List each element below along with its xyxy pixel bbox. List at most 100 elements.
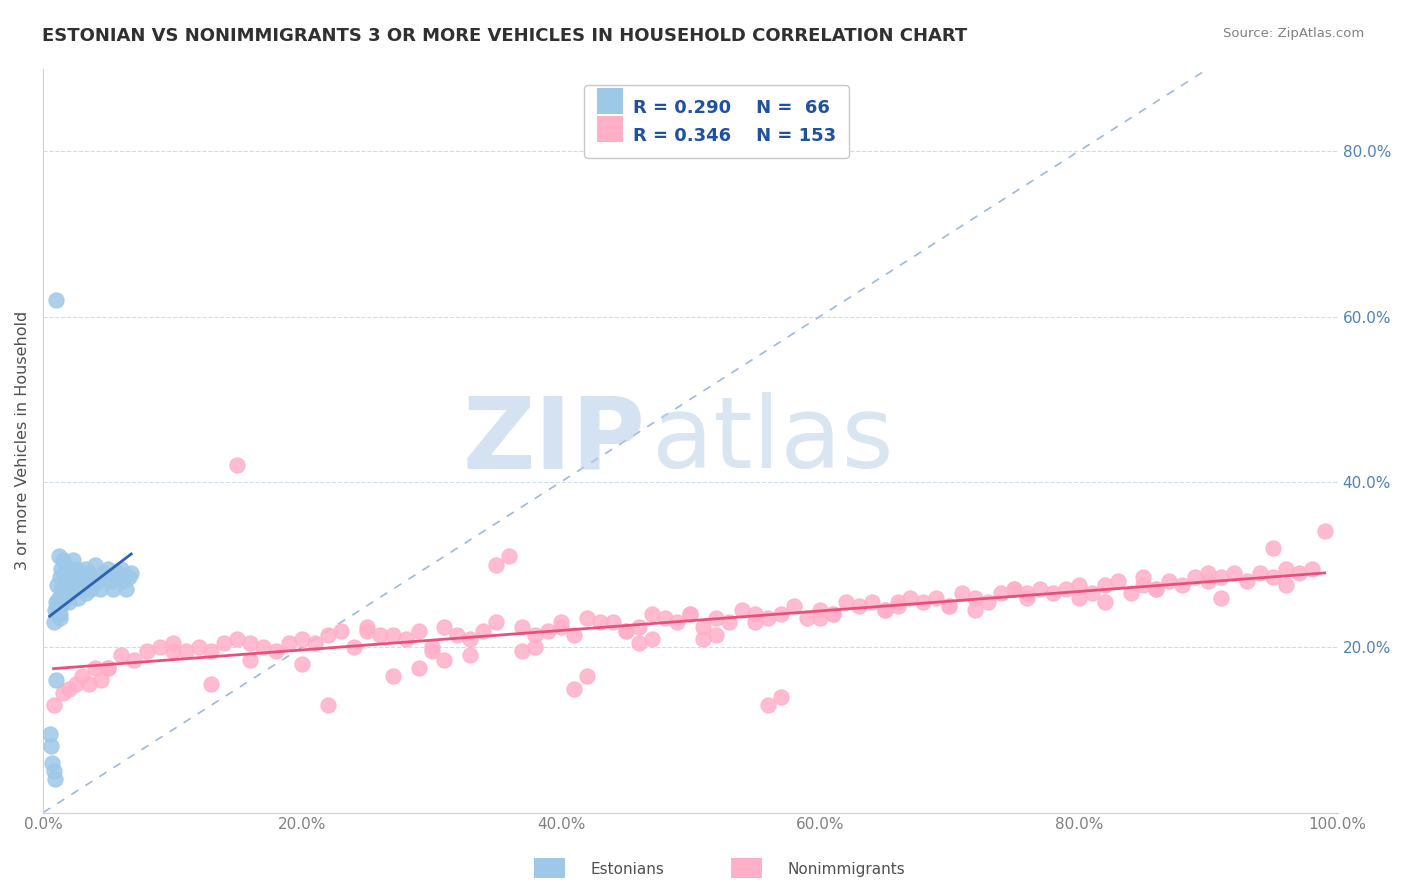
Point [356,619,378,633]
Point [52,595,75,609]
Text: Source: ZipAtlas.com: Source: ZipAtlas.com [1223,27,1364,40]
Point [408,661,430,675]
Point [510,644,533,658]
Point [101,582,124,597]
Point [821,607,844,621]
Point [614,624,637,638]
Point [70,669,93,683]
Point [39,739,62,754]
Point [460,632,482,646]
Point [51,562,73,576]
Point [718,615,741,630]
Point [67,591,90,605]
Point [1080,586,1102,600]
Point [1067,578,1090,592]
Point [796,611,818,625]
Point [42,615,65,630]
Point [162,644,184,658]
Point [420,644,443,658]
Point [52,553,75,567]
Point [1249,566,1271,580]
Point [575,611,598,625]
Point [808,603,831,617]
Point [94,570,117,584]
Point [45,293,67,307]
Point [252,640,274,655]
Point [59,586,82,600]
Point [769,607,792,621]
Point [107,566,129,580]
Point [84,558,107,572]
Point [692,632,714,646]
Point [89,582,111,597]
Point [950,586,973,600]
Point [53,558,76,572]
Point [48,549,70,564]
Point [70,570,93,584]
Point [76,574,98,588]
Point [44,772,66,787]
Point [1313,524,1336,539]
Point [1211,591,1233,605]
Point [640,607,662,621]
Point [316,698,339,712]
Point [1132,578,1154,592]
Point [381,628,404,642]
Point [602,615,624,630]
Point [1015,591,1038,605]
Point [1288,566,1310,580]
Point [52,566,75,580]
Point [433,619,456,633]
Point [368,628,391,642]
Point [69,578,91,592]
Text: ZIP: ZIP [463,392,645,489]
Point [485,558,508,572]
Point [925,591,948,605]
Point [46,578,69,592]
Point [860,595,883,609]
Point [44,603,66,617]
Point [48,591,70,605]
Point [77,677,100,691]
Point [104,570,127,584]
Point [42,764,65,779]
Point [120,566,142,580]
Point [82,570,104,584]
Point [498,549,520,564]
Point [67,566,90,580]
Point [1275,562,1298,576]
Point [52,591,75,605]
Point [304,636,326,650]
Point [627,636,650,650]
Point [977,595,1000,609]
Point [1107,574,1129,588]
Point [756,611,779,625]
Point [84,661,107,675]
Point [1197,566,1219,580]
Point [654,611,676,625]
Point [200,677,222,691]
Point [86,574,108,588]
Point [75,586,97,600]
Point [49,611,72,625]
Point [200,644,222,658]
Point [329,624,352,638]
Point [938,599,960,613]
Point [1197,574,1219,588]
Point [73,562,96,576]
Point [510,619,533,633]
Point [433,652,456,666]
Point [214,636,236,650]
Point [63,582,86,597]
Point [848,599,870,613]
Point [112,574,135,588]
Point [446,628,468,642]
Point [886,599,908,613]
Point [769,690,792,704]
Point [48,599,70,613]
Point [49,570,72,584]
Point [52,686,75,700]
Point [58,595,80,609]
Point [65,677,87,691]
Point [149,640,172,655]
